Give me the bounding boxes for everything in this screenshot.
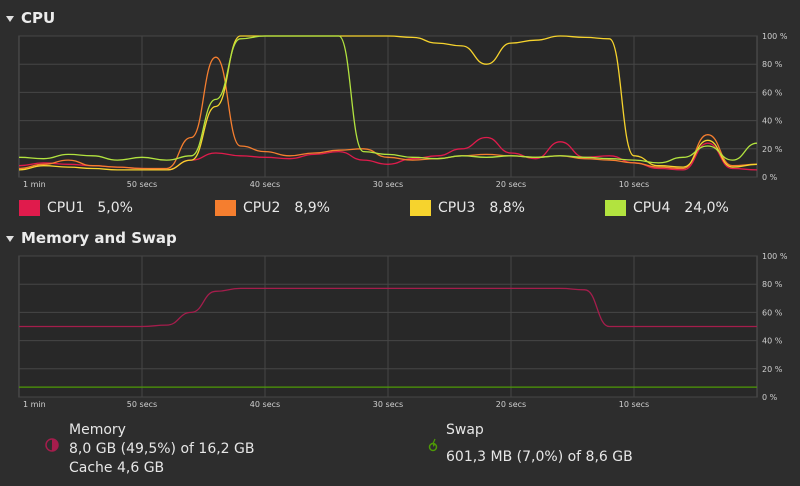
- memory-y-tick-label: 100 %: [762, 252, 788, 261]
- memory-swap-history-graph: 100 % 80 % 60 % 40 % 20 % 0 % 1 min 50 secs 40 s…: [18, 252, 799, 416]
- cpu-y-tick-label: 40 %: [762, 117, 783, 126]
- cpu2-color-swatch[interactable]: [215, 200, 236, 216]
- cpu-section-title: CPU: [21, 9, 56, 27]
- legend-item-cpu4[interactable]: CPU4 24,0%: [605, 200, 729, 216]
- cpu-section-header[interactable]: CPU: [6, 8, 55, 28]
- cpu3-color-swatch[interactable]: [410, 200, 431, 216]
- memory-y-tick-label: 80 %: [762, 280, 783, 289]
- cpu3-label: CPU3: [438, 200, 476, 216]
- cpu-y-tick-label: 60 %: [762, 88, 783, 97]
- cpu-y-tick-label: 0 %: [762, 173, 778, 182]
- memory-graph-canvas: 100 % 80 % 60 % 40 % 20 % 0 % 1 min 50 secs 40 s…: [18, 252, 788, 409]
- memory-x-tick-label: 1 min: [23, 400, 46, 409]
- swap-info: Swap 601,3 MB (7,0%) of 8,6 GB: [446, 421, 633, 467]
- cpu-series-cpu2: [18, 56, 758, 170]
- cpu4-color-swatch[interactable]: [605, 200, 626, 216]
- cpu1-value: 5,0%: [97, 200, 133, 216]
- memory-usage: 8,0 GB (49,5%) of 16,2 GB: [69, 441, 255, 457]
- cpu-x-tick-label: 10 secs: [619, 180, 649, 189]
- memory-label: Memory: [69, 422, 126, 438]
- cpu-series-cpu3: [18, 35, 758, 171]
- cpu-y-tick-label: 80 %: [762, 60, 783, 69]
- cpu-series-cpu4: [18, 35, 758, 164]
- legend-item-cpu2[interactable]: CPU2 8,9%: [215, 200, 330, 216]
- memory-cache: Cache 4,6 GB: [69, 460, 165, 476]
- memory-x-tick-label: 30 secs: [373, 400, 403, 409]
- legend-item-cpu3[interactable]: CPU3 8,8%: [410, 200, 525, 216]
- memory-section-title: Memory and Swap: [21, 229, 177, 247]
- swap-usage: 601,3 MB (7,0%) of 8,6 GB: [446, 449, 633, 465]
- memory-pie-icon[interactable]: [44, 437, 60, 453]
- cpu-history-graph: 100 % 80 % 60 % 40 % 20 % 0 % 1 min 50 secs 40 s…: [18, 32, 799, 196]
- memory-y-tick-label: 60 %: [762, 308, 783, 317]
- cpu4-label: CPU4: [633, 200, 671, 216]
- cpu-y-tick-label: 20 %: [762, 145, 783, 154]
- cpu-x-tick-label: 30 secs: [373, 180, 403, 189]
- expander-triangle-icon[interactable]: [6, 15, 14, 22]
- memory-info: Memory 8,0 GB (49,5%) of 16,2 GB Cache 4…: [69, 421, 255, 478]
- cpu-legend: CPU1 5,0% CPU2 8,9% CPU3 8,8% CPU4 24,0%: [19, 200, 779, 222]
- memory-section-header[interactable]: Memory and Swap: [6, 228, 177, 248]
- swap-label: Swap: [446, 422, 484, 438]
- expander-triangle-icon[interactable]: [6, 235, 14, 242]
- memory-y-tick-label: 0 %: [762, 393, 778, 402]
- cpu2-value: 8,9%: [294, 200, 330, 216]
- swap-pie-icon[interactable]: [427, 437, 439, 453]
- cpu-y-tick-label: 100 %: [762, 32, 788, 41]
- memory-x-tick-label: 10 secs: [619, 400, 649, 409]
- cpu-x-tick-label: 40 secs: [250, 180, 280, 189]
- cpu-x-tick-label: 20 secs: [496, 180, 526, 189]
- cpu1-label: CPU1: [47, 200, 85, 216]
- legend-item-cpu1[interactable]: CPU1 5,0%: [19, 200, 133, 216]
- memory-y-tick-label: 40 %: [762, 337, 783, 346]
- cpu3-value: 8,8%: [489, 200, 525, 216]
- cpu4-value: 24,0%: [684, 200, 729, 216]
- cpu-graph-canvas: 100 % 80 % 60 % 40 % 20 % 0 % 1 min 50 secs 40 s…: [18, 32, 788, 189]
- memory-x-tick-label: 20 secs: [496, 400, 526, 409]
- memory-series-memory: [18, 287, 757, 328]
- cpu-x-tick-label: 1 min: [23, 180, 46, 189]
- memory-x-tick-label: 50 secs: [127, 400, 157, 409]
- memory-y-tick-label: 20 %: [762, 365, 783, 374]
- cpu-x-tick-label: 50 secs: [127, 180, 157, 189]
- cpu2-label: CPU2: [243, 200, 281, 216]
- memory-x-tick-label: 40 secs: [250, 400, 280, 409]
- cpu1-color-swatch[interactable]: [19, 200, 40, 216]
